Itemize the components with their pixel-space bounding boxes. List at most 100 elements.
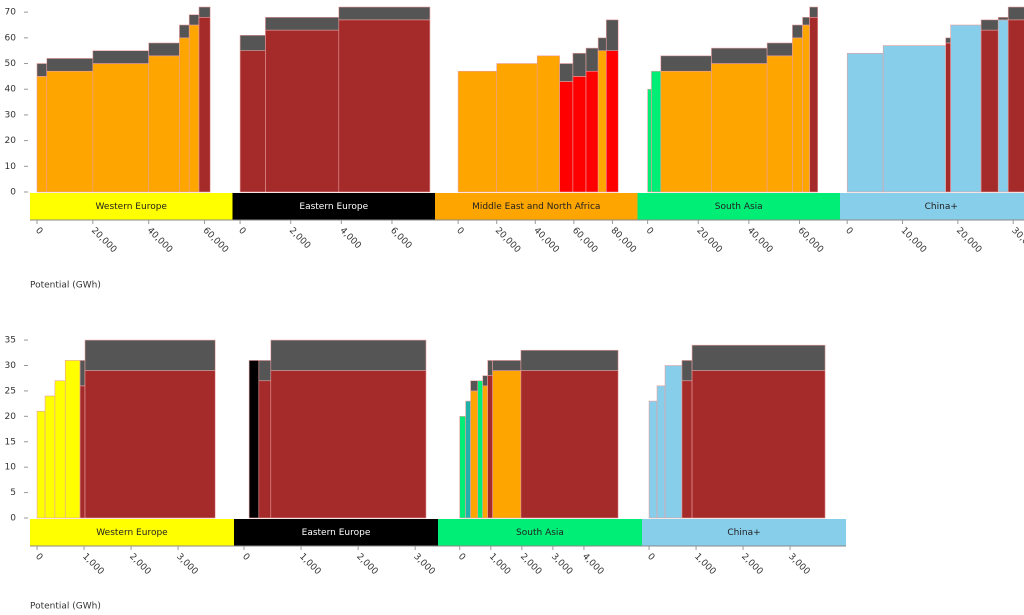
y-tick-label: 70 — [5, 8, 17, 18]
x-tick-label: 4,000 — [580, 552, 605, 577]
bar — [188, 24, 200, 193]
bar — [597, 50, 607, 193]
region-band — [642, 519, 846, 546]
bar — [36, 410, 46, 519]
bar — [647, 88, 652, 193]
x-tick-label: 20,000 — [89, 226, 119, 256]
bar — [270, 370, 427, 519]
y-tick-label: 5 — [10, 488, 16, 498]
bar — [664, 365, 683, 519]
y-tick-label: 0 — [10, 514, 16, 524]
y-tick-label: 10 — [5, 162, 17, 172]
panel: Eastern Europe 0 2,000 4,000 6,000 — [232, 6, 435, 251]
x-tick-label: 2,000 — [518, 552, 543, 577]
bar-extra — [1007, 6, 1024, 21]
x-tick-label: 0 — [644, 226, 655, 237]
bar-extra — [691, 344, 826, 371]
panel: Eastern Europe 0 1,000 2,000 3,000 — [234, 339, 438, 577]
x-tick-label: 3,000 — [411, 552, 436, 577]
bar-extra — [520, 349, 619, 371]
bar — [179, 37, 190, 193]
bar — [148, 55, 180, 193]
bar — [792, 37, 803, 193]
x-tick-label: 2,000 — [287, 226, 312, 251]
panel: Western Europe 0 20,000 40,000 60,000 — [30, 6, 233, 256]
bar — [681, 380, 693, 519]
bar — [496, 63, 538, 193]
x-tick-label: 20,000 — [954, 226, 984, 256]
bar-extra — [79, 360, 86, 387]
y-tick-label: 50 — [5, 59, 17, 69]
bar — [660, 70, 712, 193]
x-tick-label: 3,000 — [786, 552, 811, 577]
x-tick-label: 40,000 — [531, 226, 561, 256]
region-label: Middle East and North Africa — [472, 202, 600, 212]
bar-extra — [46, 58, 94, 72]
y-tick-label: 35 — [5, 336, 16, 346]
bar — [64, 360, 81, 519]
bar-extra — [997, 16, 1009, 21]
bar — [54, 380, 66, 519]
bar — [84, 370, 216, 519]
region-band — [840, 193, 1024, 220]
x-tick-label: 60,000 — [570, 226, 600, 256]
region-label: China+ — [727, 528, 760, 538]
bar — [470, 390, 479, 519]
bar — [997, 19, 1009, 193]
x-tick-label: 0 — [240, 552, 251, 563]
bar — [46, 70, 94, 193]
bar — [265, 29, 340, 193]
bar — [846, 52, 884, 193]
x-tick-label: 0 — [454, 226, 465, 237]
bar — [36, 76, 48, 193]
y-tick-label: 15 — [5, 437, 16, 447]
panel: China+ 0 1,000 2,000 3,000 — [642, 344, 846, 577]
x-tick-label: 0 — [645, 552, 656, 563]
region-band — [30, 519, 234, 546]
region-label: Western Europe — [96, 528, 168, 538]
region-label: Eastern Europe — [302, 528, 371, 538]
panel: Middle East and North Africa 0 20,000 40,00… — [435, 19, 639, 256]
bar-extra — [179, 24, 190, 39]
x-tick-label: 0 — [236, 226, 247, 237]
bar — [239, 50, 266, 193]
bar-extra — [36, 63, 48, 77]
bar-extra — [92, 50, 150, 64]
y-tick-label: 25 — [5, 386, 16, 396]
x-tick-label: 4,000 — [337, 226, 362, 251]
x-tick-label: 20,000 — [493, 226, 523, 256]
panel: South Asia 0 20,000 40,000 60,000 — [637, 6, 840, 255]
bar — [572, 76, 587, 193]
y-tick-label: 10 — [5, 463, 17, 473]
region-label: South Asia — [516, 528, 564, 538]
region-band — [232, 193, 435, 220]
bar-extra — [809, 6, 819, 18]
bar-extra — [711, 47, 768, 64]
bar-extra — [585, 47, 599, 72]
bar — [536, 55, 560, 193]
region-band — [637, 193, 840, 220]
bar — [44, 395, 56, 519]
bar — [766, 55, 793, 193]
bar-extra — [470, 380, 479, 392]
bar-extra — [198, 6, 211, 18]
panel: South Asia 0 1,000 2,000 3,000 4,000 — [438, 349, 642, 577]
bar — [651, 70, 662, 193]
y-tick-label: 40 — [5, 85, 17, 95]
x-tick-label: 2,000 — [127, 552, 152, 577]
y-tick-label: 30 — [5, 361, 17, 371]
x-tick-label: 1,000 — [487, 552, 512, 577]
bar-extra — [188, 14, 200, 26]
bar-extra — [802, 16, 810, 26]
bar-extra — [980, 19, 999, 31]
bar — [585, 70, 599, 193]
x-tick-label: 0 — [456, 552, 467, 563]
bar — [950, 24, 982, 193]
x-axis-label: Potential (GWh) — [30, 602, 101, 612]
x-tick-label: 80,000 — [609, 226, 639, 256]
bar-extra — [681, 360, 693, 382]
region-band — [30, 193, 233, 220]
x-tick-label: 1,000 — [692, 552, 717, 577]
x-tick-label: 3,000 — [549, 552, 574, 577]
bar — [809, 16, 819, 193]
